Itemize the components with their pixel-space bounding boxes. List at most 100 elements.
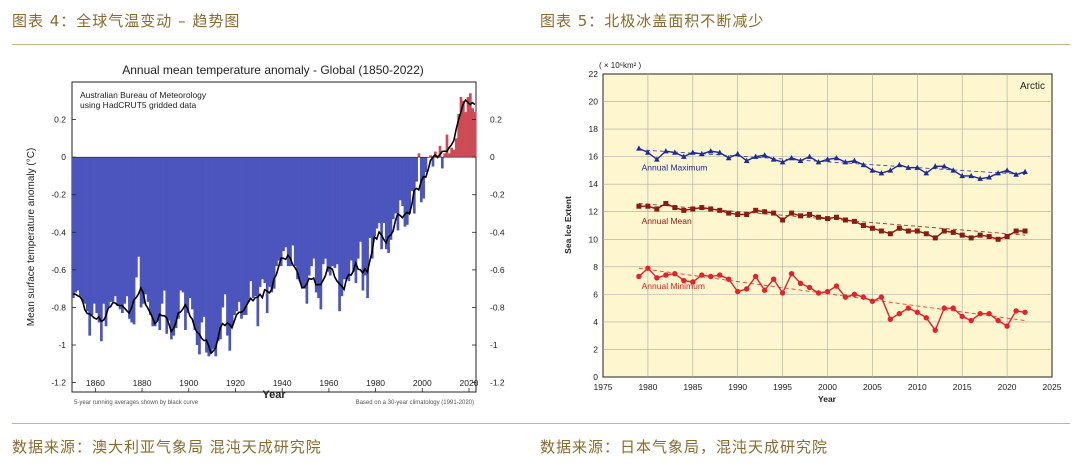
anomaly-bar-1914 (221, 157, 225, 308)
anomaly-bar-2021 (471, 108, 475, 158)
annual-maximum-label: Annual Maximum (642, 162, 708, 172)
annual-mean-point-2014 (950, 229, 956, 235)
anomaly-bar-2020 (468, 93, 472, 158)
annual-mean-point-1988 (717, 207, 723, 213)
y-tick-label-3: 6 (593, 289, 598, 299)
anomaly-bar-1854 (81, 157, 85, 302)
annual-mean-point-1990 (735, 211, 741, 217)
region-label: Arctic (1020, 81, 1045, 92)
x-tick-label-4: 1940 (273, 378, 292, 388)
annual-maximum-point-1997 (797, 157, 804, 163)
anomaly-bar-1986 (389, 157, 393, 240)
annual-minimum-point-2000 (824, 288, 831, 295)
annual-mean-point-1993 (762, 209, 768, 215)
anomaly-bar-1933 (265, 157, 269, 314)
annual-minimum-label: Annual Minimum (642, 281, 705, 291)
anomaly-bar-1875 (130, 157, 134, 323)
anomaly-bar-1850 (72, 157, 75, 299)
anomaly-bar-1998 (417, 153, 421, 158)
annual-maximum-point-1990 (734, 150, 741, 157)
annual-mean-point-1983 (672, 205, 678, 211)
anomaly-bar-1885 (153, 157, 157, 327)
annual-maximum-point-1979 (636, 145, 642, 151)
annual-minimum-point-1991 (743, 286, 750, 292)
y-tick-label-2: -0.2 (51, 190, 66, 200)
anomaly-bar-1924 (244, 157, 248, 315)
annual-maximum-point-2009 (905, 164, 912, 170)
anomaly-bar-1890 (165, 157, 169, 334)
anomaly-bar-1925 (247, 157, 250, 302)
annual-mean-point-2009 (905, 228, 911, 234)
anomaly-bar-1983 (382, 157, 386, 223)
anomaly-bar-1866 (109, 157, 113, 302)
anomaly-bar-1868 (114, 157, 117, 297)
annual-mean-point-1979 (636, 203, 642, 209)
annual-maximum-point-2004 (860, 161, 867, 168)
anomaly-bar-1955 (317, 157, 320, 299)
anomaly-bar-1872 (123, 157, 127, 304)
annual-minimum-point-1994 (770, 276, 777, 282)
annual-maximum-point-1981 (654, 156, 660, 162)
annual-mean-point-2013 (941, 228, 947, 234)
anomaly-bar-1961 (331, 157, 334, 267)
anomaly-bar-1952 (310, 157, 313, 267)
annual-maximum-point-2005 (869, 167, 876, 173)
anomaly-bar-1861 (97, 157, 101, 323)
annual-mean-point-1994 (771, 210, 777, 216)
anomaly-bar-1939 (279, 157, 283, 267)
annual-mean-point-1999 (816, 214, 822, 220)
annual-mean-point-1986 (699, 205, 705, 211)
anomaly-bar-1966 (342, 157, 346, 280)
anomaly-bar-1869 (116, 157, 120, 306)
anomaly-bar-1894 (174, 157, 178, 329)
x-tick-label-2: 1900 (179, 378, 198, 388)
annual-mean-point-2019 (995, 236, 1001, 242)
y-tick-label-right-7: -1.2 (490, 378, 505, 388)
anomaly-bar-1867 (111, 157, 115, 302)
x-tick-label-3: 1990 (728, 382, 747, 392)
anomaly-bar-1962 (333, 157, 337, 268)
anomaly-bar-1948 (300, 157, 304, 287)
anomaly-bar-1979 (373, 157, 376, 237)
annual-minimum-point-1999 (815, 290, 822, 296)
anomaly-bar-1893 (172, 157, 176, 336)
anomaly-bar-1993 (405, 157, 409, 225)
annual-minimum-point-1979 (636, 273, 642, 280)
anomaly-bar-1903 (195, 157, 199, 346)
anomaly-bar-1886 (156, 157, 159, 321)
annual-minimum-point-2019 (995, 317, 1001, 324)
bottom-rule (12, 423, 1070, 424)
anomaly-bar-2022 (473, 112, 477, 158)
annual-minimum-point-1992 (752, 273, 759, 280)
annual-maximum-point-2015 (959, 172, 965, 179)
anomaly-bar-1967 (345, 157, 348, 280)
anomaly-bar-1938 (277, 157, 281, 261)
unit-label: ( × 10⁶km² ) (599, 61, 642, 70)
annual-minimum-point-2020 (1004, 323, 1010, 329)
annual-minimum-point-1997 (797, 280, 804, 287)
anomaly-bar-1920 (235, 157, 239, 312)
x-tick-label-0: 1860 (86, 378, 105, 388)
y-tick-label-7: -1.2 (51, 378, 66, 388)
anomaly-bar-1851 (74, 157, 78, 293)
annual-mean-point-1985 (690, 206, 696, 212)
anomaly-bar-1969 (349, 157, 353, 261)
anomaly-bar-1973 (359, 157, 362, 242)
anomaly-bar-1957 (321, 157, 325, 265)
anomaly-bar-1876 (132, 157, 136, 325)
annual-maximum-point-2016 (968, 172, 974, 179)
anomaly-bar-1980 (375, 157, 379, 229)
anomaly-bar-1946 (296, 157, 299, 280)
annual-maximum-point-2012 (932, 163, 939, 169)
anomaly-bar-1931 (261, 157, 264, 280)
anomaly-bar-1921 (237, 157, 241, 302)
y-tick-label-7: 14 (589, 179, 599, 189)
annual-mean-point-1980 (645, 203, 651, 209)
annual-mean-point-2003 (851, 218, 857, 224)
anomaly-bar-1953 (312, 157, 316, 259)
anomaly-bar-1919 (233, 157, 236, 315)
y-tick-label-1: 2 (593, 344, 598, 354)
annual-maximum-point-2022 (1022, 168, 1028, 174)
anomaly-bar-1877 (135, 157, 138, 278)
x-tick-label-6: 1980 (366, 378, 385, 388)
